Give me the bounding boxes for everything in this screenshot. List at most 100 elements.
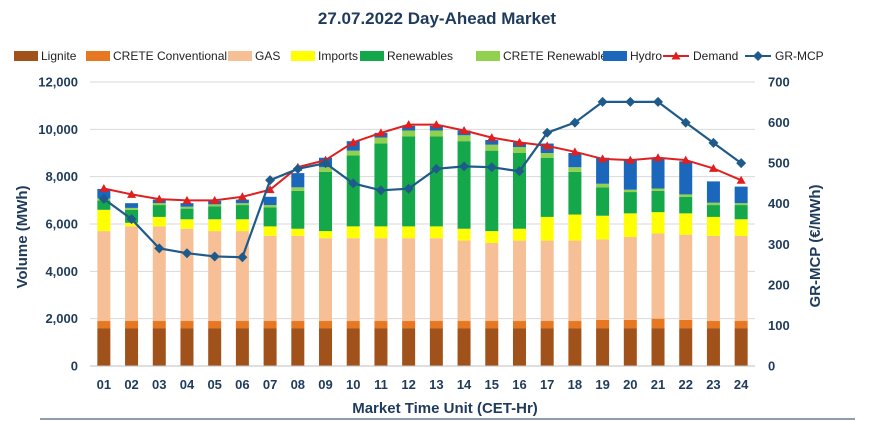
y2-tick-label: 700: [768, 75, 790, 90]
x-tick-label: 04: [180, 377, 195, 392]
bar-crete-conventional: [235, 321, 249, 329]
bar-crete-renewables: [152, 203, 166, 206]
y2-tick-label: 0: [768, 359, 775, 374]
bar-hydro: [706, 181, 720, 203]
bar-hydro: [291, 173, 305, 188]
bar-crete-renewables: [235, 203, 249, 206]
bars: [97, 125, 748, 366]
legend-label: Lignite: [41, 49, 77, 63]
bar-hydro: [235, 199, 249, 204]
bar-hydro: [623, 158, 637, 190]
bar-crete-conventional: [485, 321, 499, 329]
point-demand: [598, 154, 608, 163]
bar-gas: [291, 235, 305, 322]
bar-lignite: [319, 328, 333, 366]
bar-lignite: [623, 328, 637, 366]
point-gr-mcp: [708, 137, 719, 148]
x-tick-label: 05: [207, 377, 221, 392]
bar-renewables: [291, 190, 305, 229]
bar-imports: [596, 215, 610, 240]
x-tick-label: 15: [485, 377, 499, 392]
legend-swatch: [14, 51, 38, 61]
bar-crete-conventional: [402, 321, 416, 329]
bar-lignite: [235, 328, 249, 366]
y-tick-label: 4,000: [45, 264, 78, 279]
bar-gas: [263, 235, 277, 322]
bar-crete-conventional: [374, 321, 388, 329]
x-axis-title: Market Time Unit (CET-Hr): [352, 400, 538, 417]
bar-crete-renewables: [512, 147, 526, 153]
bar-crete-renewables: [706, 202, 720, 206]
bar-crete-conventional: [512, 321, 526, 329]
bar-renewables: [208, 206, 222, 220]
bar-hydro: [596, 157, 610, 184]
legend-item-imports: Imports: [291, 49, 358, 63]
bar-imports: [623, 213, 637, 238]
bar-gas: [235, 231, 249, 322]
point-gr-mcp: [181, 248, 192, 259]
legend-swatch: [360, 51, 384, 61]
bar-crete-conventional: [152, 321, 166, 329]
point-demand: [376, 128, 386, 137]
bar-crete-conventional: [346, 321, 360, 329]
x-tick-label: 13: [429, 377, 443, 392]
legend-item-crete-renewables: CRETE Renewables: [476, 49, 613, 63]
bar-crete-renewables: [568, 167, 582, 172]
bar-hydro: [568, 153, 582, 168]
bar-gas: [734, 235, 748, 322]
x-tick-label: 02: [124, 377, 138, 392]
y-tick-label: 0: [71, 359, 78, 374]
point-demand: [681, 155, 691, 164]
bar-renewables: [319, 171, 333, 232]
point-gr-mcp: [375, 185, 386, 196]
bar-lignite: [208, 328, 222, 366]
x-tick-label: 23: [706, 377, 720, 392]
bar-imports: [402, 226, 416, 239]
y2-tick-label: 400: [768, 196, 790, 211]
lines: [98, 96, 747, 263]
y2-axis-title: GR-MCP (€/MWh): [807, 184, 824, 307]
point-gr-mcp: [265, 175, 276, 186]
point-demand: [514, 137, 524, 146]
bar-crete-renewables: [540, 153, 554, 158]
bar-lignite: [180, 328, 194, 366]
legend-label: CRETE Renewables: [503, 49, 613, 63]
bar-lignite: [706, 328, 720, 366]
bar-renewables: [263, 207, 277, 227]
x-tick-label: 07: [263, 377, 277, 392]
bar-gas: [374, 238, 388, 322]
bar-gas: [623, 237, 637, 320]
bar-crete-renewables: [180, 206, 194, 209]
bar-renewables: [568, 171, 582, 215]
gridlines: [90, 81, 755, 320]
bar-lignite: [263, 328, 277, 366]
bar-gas: [97, 231, 111, 322]
point-demand: [625, 155, 635, 164]
bar-imports: [152, 216, 166, 227]
bar-crete-renewables: [457, 135, 471, 142]
bar-renewables: [596, 187, 610, 216]
x-tick-label: 24: [734, 377, 749, 392]
bar-hydro: [346, 141, 360, 151]
point-gr-mcp: [486, 162, 497, 173]
legend-item-crete-conventional: CRETE Conventional: [86, 49, 227, 63]
y-tick-label: 2,000: [45, 311, 78, 326]
bar-renewables: [679, 196, 693, 214]
bar-gas: [540, 240, 554, 322]
legend-label: Demand: [693, 49, 738, 63]
bar-renewables: [374, 143, 388, 227]
bar-gas: [512, 240, 526, 322]
bar-crete-conventional: [125, 321, 139, 329]
bar-crete-conventional: [97, 321, 111, 329]
bar-imports: [180, 219, 194, 229]
bar-lignite: [651, 328, 665, 366]
bar-crete-conventional: [734, 321, 748, 329]
point-gr-mcp: [237, 252, 248, 263]
legend-label: CRETE Conventional: [113, 49, 227, 63]
legend-swatch: [228, 51, 252, 61]
bar-gas: [346, 238, 360, 322]
bar-crete-renewables: [263, 205, 277, 208]
bar-crete-conventional: [679, 319, 693, 329]
bar-crete-renewables: [291, 187, 305, 191]
bar-imports: [235, 219, 249, 232]
